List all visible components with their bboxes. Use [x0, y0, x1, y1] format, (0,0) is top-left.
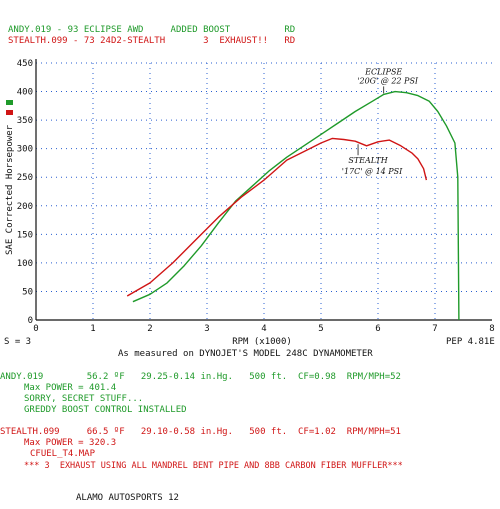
y-tick-label: 150	[17, 230, 33, 240]
annotation-stealth-name: STEALTH	[348, 156, 388, 165]
y-tick-label: 450	[17, 59, 33, 69]
run1-max-power: Max POWER = 401.4	[24, 383, 117, 393]
x-tick-label: 6	[375, 324, 380, 334]
x-tick-label: 4	[261, 324, 266, 334]
y-tick-label: 50	[22, 287, 33, 297]
y-axis-label: SAE Corrected Horsepower	[5, 124, 15, 255]
x-tick-label: 8	[489, 324, 494, 334]
run2-max-power: Max POWER = 320.3	[24, 438, 117, 448]
y-tick-label: 300	[17, 145, 33, 155]
run1-note: SORRY, SECRET STUFF...	[24, 394, 144, 404]
x-tick-label: 0	[33, 324, 38, 334]
series-line-eclipse	[132, 90, 460, 321]
x-tick-label: 7	[432, 324, 437, 334]
run1-conditions: ANDY.019 56.2 ºF 29.25-0.14 in.Hg. 500 f…	[0, 372, 401, 382]
x-tick-label: 3	[204, 324, 209, 334]
y-tick-label: 200	[17, 202, 33, 212]
footer-shop: ALAMO AUTOSPORTS 12	[76, 493, 179, 503]
run2-map: CFUEL_T4.MAP	[30, 449, 96, 459]
y-tick-label: 400	[17, 88, 33, 98]
annotation-eclipse-name: ECLIPSE	[364, 67, 402, 76]
pep-label: PEP 4.81E	[446, 337, 495, 347]
y-tick-label: 350	[17, 116, 33, 126]
legend-marker-eclipse	[6, 100, 13, 105]
y-tick-label: 100	[17, 259, 33, 269]
header-line-eclipse: ANDY.019 - 93 ECLIPSE AWD ADDED BOOST RD	[8, 25, 296, 35]
x-tick-label: 1	[90, 324, 95, 334]
y-tick-label: 0	[28, 316, 33, 326]
x-axis-label: RPM (x1000)	[232, 337, 292, 347]
header-line-stealth: STEALTH.099 - 73 24D2-STEALTH 3 EXHAUST!…	[8, 36, 296, 46]
run2-exhaust-note: *** 3 EXHAUST USING ALL MANDREL BENT PIP…	[24, 461, 403, 471]
run1-note-2: GREDDY BOOST CONTROL INSTALLED	[24, 405, 187, 415]
annotation-stealth-boost: '17C' @ 14 PSI	[342, 167, 403, 176]
series-line-stealth	[126, 137, 428, 297]
s-label: S = 3	[4, 337, 32, 347]
x-tick-label: 5	[318, 324, 323, 334]
x-tick-label: 2	[147, 324, 152, 334]
y-tick-label: 250	[17, 173, 33, 183]
run2-conditions: STEALTH.099 66.5 ºF 29.10-0.58 in.Hg. 50…	[0, 427, 401, 437]
dyno-caption: As measured on DYNOJET'S MODEL 248C DYNA…	[118, 349, 373, 359]
legend-marker-stealth	[6, 110, 13, 115]
annotation-eclipse-boost: '20G' @ 22 PSI	[357, 76, 419, 85]
